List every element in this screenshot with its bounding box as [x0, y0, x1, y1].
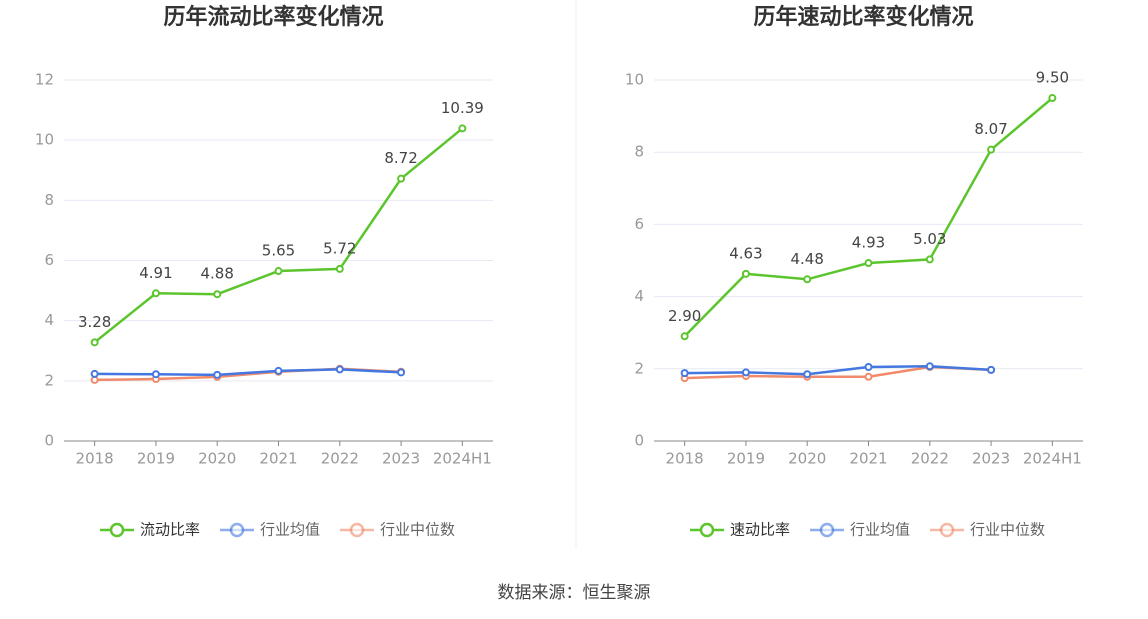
y-tick-label: 6 — [44, 251, 54, 269]
x-tick-label: 2024H1 — [433, 450, 492, 468]
data-point — [741, 368, 750, 377]
source-note: 数据来源：恒生聚源 — [498, 583, 651, 603]
x-tick-label: 2024H1 — [1023, 450, 1082, 468]
y-tick-label: 4 — [44, 311, 54, 329]
data-point — [274, 267, 283, 276]
data-point — [1048, 94, 1057, 103]
x-tick-label: 2018 — [76, 450, 114, 468]
data-label: 4.88 — [201, 265, 234, 283]
legend-label: 行业均值 — [850, 521, 910, 539]
y-tick-label: 10 — [35, 131, 54, 149]
data-label: 4.63 — [729, 244, 762, 262]
data-point — [864, 259, 873, 268]
y-tick-label: 12 — [35, 71, 54, 89]
y-tick-label: 8 — [634, 143, 644, 161]
data-label: 5.65 — [262, 242, 295, 260]
data-point — [458, 124, 467, 133]
y-tick-label: 2 — [44, 371, 54, 389]
y-tick-label: 0 — [44, 432, 54, 450]
data-point — [864, 362, 873, 371]
data-label: 9.50 — [1036, 69, 1069, 87]
legend-label: 速动比率 — [730, 521, 790, 539]
series-line — [684, 365, 992, 376]
data-point — [213, 290, 222, 299]
data-label: 4.93 — [852, 234, 885, 252]
series-line — [94, 368, 402, 377]
data-point — [274, 366, 283, 375]
x-tick-label: 2023 — [382, 450, 420, 468]
data-point — [397, 174, 406, 183]
data-point — [803, 370, 812, 379]
data-point — [803, 275, 812, 284]
legend-marker — [349, 522, 365, 538]
data-point — [987, 365, 996, 374]
data-point — [90, 338, 99, 347]
data-point — [987, 145, 996, 154]
data-label: 5.72 — [323, 239, 356, 257]
x-tick-label: 2020 — [788, 450, 826, 468]
chart-title: 历年速动比率变化情况 — [753, 4, 973, 30]
legend-marker — [699, 522, 715, 538]
data-point — [213, 370, 222, 379]
legend-marker — [109, 522, 125, 538]
data-label: 2.90 — [668, 307, 701, 325]
legend-marker — [229, 522, 245, 538]
x-tick-label: 2019 — [727, 450, 765, 468]
legend-label: 流动比率 — [140, 521, 200, 539]
legend-label: 行业均值 — [260, 521, 320, 539]
x-tick-label: 2022 — [911, 450, 949, 468]
chart-title: 历年流动比率变化情况 — [163, 4, 383, 30]
x-tick-label: 2023 — [972, 450, 1010, 468]
data-label: 3.28 — [78, 313, 111, 331]
x-tick-label: 2021 — [259, 450, 297, 468]
data-point — [925, 362, 934, 371]
data-point — [397, 368, 406, 377]
data-label: 5.03 — [913, 230, 946, 248]
data-label: 4.91 — [139, 264, 172, 282]
data-label: 8.07 — [974, 120, 1007, 138]
data-label: 4.48 — [791, 250, 824, 268]
data-point — [680, 332, 689, 341]
data-point — [864, 372, 873, 381]
y-tick-label: 2 — [634, 359, 644, 377]
data-label: 8.72 — [384, 149, 417, 167]
y-tick-label: 6 — [634, 215, 644, 233]
legend-label: 行业中位数 — [970, 521, 1045, 539]
data-label: 10.39 — [441, 99, 484, 117]
data-point — [741, 269, 750, 278]
legend-marker — [939, 522, 955, 538]
y-tick-label: 8 — [44, 191, 54, 209]
data-point — [151, 370, 160, 379]
x-tick-label: 2021 — [849, 450, 887, 468]
data-point — [90, 369, 99, 378]
y-tick-label: 4 — [634, 287, 644, 305]
y-tick-label: 10 — [625, 71, 644, 89]
x-tick-label: 2018 — [666, 450, 704, 468]
data-point — [925, 255, 934, 264]
legend-marker — [819, 522, 835, 538]
x-tick-label: 2019 — [137, 450, 175, 468]
data-point — [335, 264, 344, 273]
legend-label: 行业中位数 — [380, 521, 455, 539]
x-tick-label: 2020 — [198, 450, 236, 468]
data-point — [335, 365, 344, 374]
data-point — [680, 369, 689, 378]
data-point — [151, 289, 160, 298]
x-tick-label: 2022 — [321, 450, 359, 468]
y-tick-label: 0 — [634, 432, 644, 450]
